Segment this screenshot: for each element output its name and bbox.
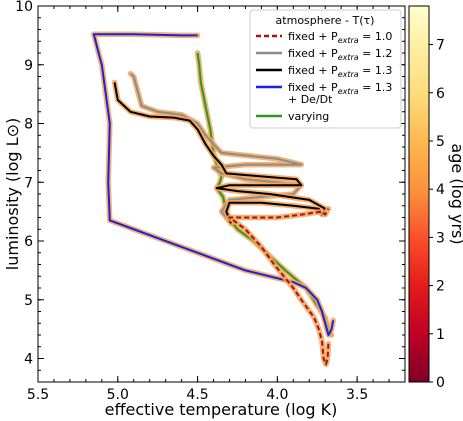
colorbar-tick-label: 4 (436, 182, 445, 198)
y-tick-label: 5 (24, 293, 33, 309)
colorbar-tick-label: 5 (436, 134, 445, 150)
legend-title: atmosphere - T(τ) (276, 14, 375, 27)
y-tick-label: 9 (24, 58, 33, 74)
x-tick-label: 5.5 (27, 387, 49, 403)
x-tick-label: 5.0 (107, 387, 129, 403)
colorbar: age (log yrs) 0 1 2 3 4 5 6 7 (408, 5, 463, 391)
colorbar-label: age (log yrs) (448, 143, 463, 244)
y-tick-label: 7 (24, 175, 33, 191)
series-layer (91, 31, 336, 368)
x-tick-label: 4.5 (186, 387, 208, 403)
x-tick-label: 4.0 (266, 387, 288, 403)
x-axis-label: effective temperature (log K) (105, 400, 338, 419)
legend-entry-label: fixed + Pextra = 1.2 (288, 47, 392, 62)
series-line (113, 82, 327, 224)
x-axis: 5.5 5.0 4.5 4.0 3.5 (27, 6, 406, 403)
legend-entry-label: fixed + Pextra = 1.0 (288, 30, 392, 45)
legend-entry-label: varying (288, 110, 329, 123)
legend-entry-label-cont: + De/Dt (288, 93, 333, 106)
legend-box (249, 9, 402, 129)
y-axis: 4 5 6 7 8 9 10 (15, 0, 405, 371)
colorbar-tick-label: 3 (436, 230, 445, 246)
legend: atmosphere - T(τ) fixed + Pextra = 1.0 fi… (249, 9, 402, 129)
legend-entry-label: fixed + Pextra = 1.3 (288, 81, 392, 96)
colorbar-gradient (408, 5, 430, 383)
colorbar-tick-label: 7 (436, 38, 445, 54)
series-line (92, 33, 335, 336)
legend-entry-label: fixed + Pextra = 1.3 (288, 64, 392, 79)
y-tick-label: 4 (24, 352, 33, 368)
series-line (228, 208, 330, 366)
y-axis-label: luminosity (log L⊙) (3, 118, 22, 270)
x-tick-label: 3.5 (346, 387, 368, 403)
colorbar-tick-label: 6 (436, 86, 445, 102)
y-tick-label: 8 (24, 117, 33, 133)
colorbar-tick-label: 2 (436, 279, 445, 295)
y-tick-label: 10 (15, 0, 33, 15)
colorbar-tick-label: 1 (436, 327, 445, 343)
colorbar-tick-label: 0 (436, 375, 445, 391)
y-tick-label: 6 (24, 234, 33, 250)
